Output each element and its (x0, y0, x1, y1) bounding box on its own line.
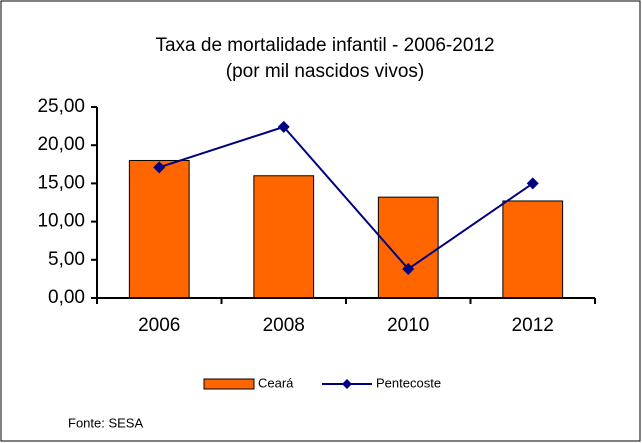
bar (502, 200, 564, 299)
line-marker (277, 120, 290, 133)
line (158, 125, 534, 271)
chart-title: Taxa de mortalidade infantil - 2006-2012 (155, 35, 494, 56)
y-tick-label: 15,00 (37, 172, 85, 193)
y-tick-label: 25,00 (37, 96, 85, 117)
legend-label: Pentecoste (376, 375, 441, 390)
y-tick-label: 0,00 (48, 287, 85, 308)
x-tick-label: 2010 (387, 315, 429, 336)
bar (377, 196, 439, 299)
chart-subtitle: (por mil nascidos vivos) (226, 61, 425, 82)
y-tick-label: 5,00 (48, 249, 85, 270)
legend-marker (342, 379, 352, 389)
source-note: Fonte: SESA (68, 415, 143, 430)
bar (128, 159, 190, 299)
y-tick-label: 20,00 (37, 134, 85, 155)
y-tick-label: 10,00 (37, 211, 85, 232)
legend-swatch (203, 378, 255, 390)
legend-label: Ceará (258, 375, 294, 390)
line-marker (402, 262, 415, 275)
line-marker (153, 161, 166, 174)
x-tick-label: 2012 (512, 315, 554, 336)
x-tick-label: 2006 (138, 315, 180, 336)
line-marker (526, 177, 539, 190)
x-tick-label: 2008 (263, 315, 305, 336)
bar (253, 175, 315, 299)
